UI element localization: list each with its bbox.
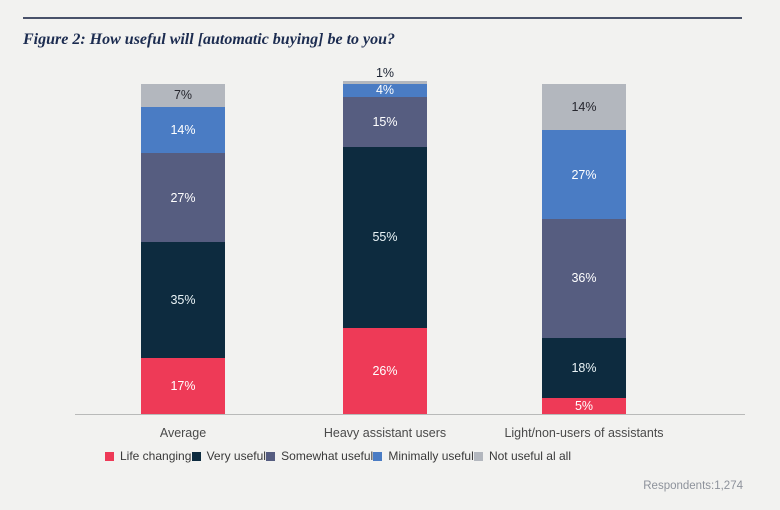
bar-segment: 18% [542,338,626,398]
bar-segment: 35% [141,242,225,358]
legend-item: Very useful [191,449,266,463]
legend-item: Minimally useful [373,449,474,463]
legend-item: Life changing [105,449,191,463]
segment-value-label: 55% [372,230,398,245]
legend-swatch-icon [373,451,383,461]
legend-item: Somewhat useful [266,449,373,463]
title-divider [23,17,742,19]
legend-label: Not useful al all [488,449,571,463]
x-axis-line [75,414,745,415]
bar-segment: 27% [542,130,626,220]
stacked-bar: 1% 4% 15% 55% 26% [343,67,427,414]
bar-segment: 5% [542,397,626,414]
bar-segment: 26% [343,328,427,414]
bar-segment: 55% [343,146,427,329]
segment-value-label: 18% [571,360,597,375]
segment-value-label: 27% [571,167,597,182]
segment-value-label: 14% [170,122,196,137]
legend-item: Not useful al all [473,449,571,463]
bar-segment: 17% [141,357,225,414]
legend-swatch-icon [266,451,276,461]
legend-label: Very useful [206,449,266,463]
plot-area: 7% 14% 27% 35% 17% 1% 4% 15% 55% 26% 14% 27% 36% 18% 5… [75,60,745,415]
segment-value-label: 35% [170,292,196,307]
bar-segment: 14% [141,107,225,154]
legend-swatch-icon [191,451,201,461]
segment-value-label: 1% [375,65,395,80]
respondents-note: Respondents:1,274 [643,480,743,492]
bar-segment: 7% [141,84,225,108]
bar-segment: 4% [343,83,427,98]
segment-value-label: 26% [372,363,398,378]
segment-value-label: 4% [375,83,395,98]
legend-swatch-icon [473,451,483,461]
category-label-average: Average [159,426,207,440]
segment-value-label: 5% [574,398,594,413]
legend: Life changing Very useful Somewhat useful M… [105,449,571,463]
category-label-heavy-users: Heavy assistant users [323,426,447,440]
stacked-bar: 7% 14% 27% 35% 17% [141,84,225,414]
bar-segment: 27% [141,153,225,243]
figure-title: Figure 2: How useful will [automatic buy… [23,31,396,48]
segment-value-label: 15% [372,114,398,129]
bar-segment: 15% [343,97,427,147]
stacked-bar: 14% 27% 36% 18% 5% [542,84,626,414]
segment-value-label: 27% [170,190,196,205]
bar-segment: 14% [542,84,626,131]
segment-value-label: 17% [170,378,196,393]
bar-segment: 1% [343,67,427,85]
legend-swatch-icon [105,451,114,461]
bar-segment: 36% [542,219,626,339]
segment-value-label: 36% [571,271,597,286]
legend-label: Minimally useful [388,449,474,463]
segment-value-label: 7% [173,88,193,103]
category-label-light-non-users: Light/non-users of assistants [504,426,664,440]
segment-value-label: 14% [571,99,597,114]
legend-label: Life changing [120,449,192,463]
legend-label: Somewhat useful [281,449,374,463]
